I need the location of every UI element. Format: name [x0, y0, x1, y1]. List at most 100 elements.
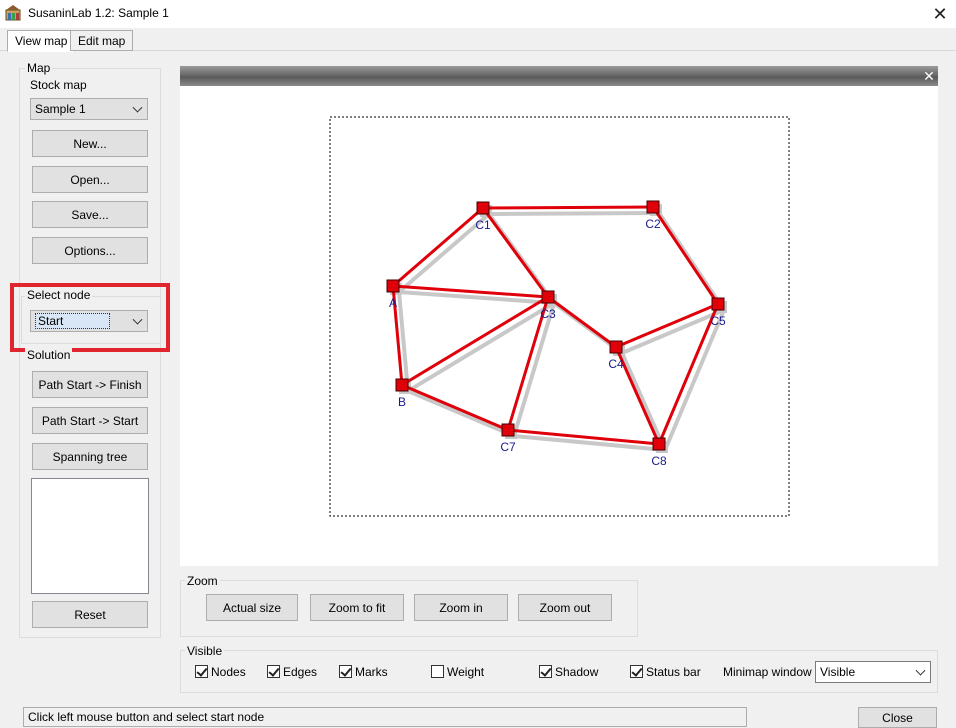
- node-label-C3: C3: [540, 307, 556, 321]
- node-C5[interactable]: [711, 297, 725, 311]
- visible-group: [180, 650, 938, 693]
- zoom-to-fit-button[interactable]: Zoom to fit: [310, 594, 404, 621]
- shadow-checkbox[interactable]: [539, 665, 552, 678]
- select-node-label: Select node: [25, 288, 93, 302]
- edge-shadow-C3-C7: [512, 302, 556, 437]
- tab-strip-line: [0, 50, 956, 51]
- node-label-C4: C4: [608, 357, 624, 371]
- select-node-combo[interactable]: Start: [30, 310, 148, 332]
- map-header-bar: [180, 66, 938, 86]
- zoom-out-button[interactable]: Zoom out: [518, 594, 612, 621]
- edge-C4-C5[interactable]: [615, 302, 719, 349]
- visible-group-label: Visible: [185, 644, 225, 658]
- path-start-finish-button[interactable]: Path Start -> Finish: [32, 371, 148, 398]
- window-title: SusaninLab 1.2: Sample 1: [28, 6, 169, 20]
- map-group-label: Map: [25, 61, 53, 75]
- edge-B-C3[interactable]: [401, 295, 549, 387]
- title-bar: [0, 0, 956, 28]
- actual-size-button[interactable]: Actual size: [206, 594, 298, 621]
- minimap-label: Minimap window: [723, 665, 812, 679]
- close-button[interactable]: Close: [858, 707, 937, 728]
- new-button[interactable]: New...: [32, 130, 148, 157]
- node-A[interactable]: [386, 279, 400, 293]
- status-bar-checkbox[interactable]: [630, 665, 643, 678]
- path-start-start-button[interactable]: Path Start -> Start: [32, 407, 148, 434]
- app-icon: [5, 5, 21, 21]
- nodes-checkbox[interactable]: [195, 665, 208, 678]
- edge-shadow-C4-C8: [620, 352, 667, 451]
- edge-shadow-C1-C2: [488, 211, 660, 216]
- edge-A-B[interactable]: [391, 285, 404, 386]
- edge-C7-C8[interactable]: [507, 428, 660, 446]
- edge-C1-C3[interactable]: [481, 207, 550, 298]
- edge-A-C3[interactable]: [392, 284, 549, 299]
- nodes-label: Nodes: [211, 665, 246, 679]
- node-label-C7: C7: [500, 440, 516, 454]
- status-bar-label: Status bar: [646, 665, 701, 679]
- minimap-select[interactable]: Visible: [815, 661, 931, 683]
- tab-edit-map[interactable]: Edit map: [70, 30, 134, 51]
- solution-label: Solution: [25, 348, 73, 362]
- tab-view-map[interactable]: View map: [7, 30, 76, 52]
- reset-button[interactable]: Reset: [32, 601, 148, 628]
- chevron-down-icon: [132, 102, 143, 113]
- edge-shadow-C1-A: [397, 212, 491, 294]
- edge-shadow-A-B: [397, 291, 410, 392]
- edge-C1-C2[interactable]: [482, 205, 654, 210]
- options-button[interactable]: Options...: [32, 237, 148, 264]
- node-C7[interactable]: [501, 423, 515, 437]
- zoom-group-label: Zoom: [185, 574, 220, 588]
- select-node-highlight: [10, 283, 170, 352]
- zoom-group: [180, 580, 638, 637]
- edge-shadow-C5-C8: [663, 309, 726, 451]
- node-label-C5: C5: [710, 314, 726, 328]
- solution-listbox[interactable]: [31, 478, 149, 594]
- edge-C3-C4[interactable]: [547, 295, 617, 349]
- node-label-C2: C2: [645, 217, 661, 231]
- edges-checkbox[interactable]: [267, 665, 280, 678]
- edge-C5-C8[interactable]: [657, 303, 720, 445]
- graph-view[interactable]: C1 C2 A C3 C5 C4 B C7 C8: [180, 86, 938, 566]
- shadow-label: Shadow: [555, 665, 599, 679]
- node-label-B: B: [398, 395, 406, 409]
- stock-map-select[interactable]: Sample 1: [30, 98, 148, 120]
- minimap-value: Visible: [820, 665, 856, 679]
- edge-C4-C8[interactable]: [614, 346, 661, 445]
- edge-shadow-C2-C5: [657, 211, 726, 312]
- marks-label: Marks: [355, 665, 388, 679]
- edge-shadow-B-C7: [407, 389, 515, 438]
- save-button[interactable]: Save...: [32, 201, 148, 228]
- zoom-in-button[interactable]: Zoom in: [414, 594, 508, 621]
- chevron-down-icon: [915, 665, 926, 676]
- marks-checkbox[interactable]: [339, 665, 352, 678]
- open-button[interactable]: Open...: [32, 166, 148, 193]
- edge-C2-C5[interactable]: [651, 206, 720, 305]
- close-icon[interactable]: ✕: [923, 68, 935, 84]
- chevron-down-icon: [132, 314, 143, 325]
- edge-shadow-A-C3: [398, 290, 555, 305]
- map-canvas[interactable]: C1 C2 A C3 C5 C4 B C7 C8: [180, 86, 938, 566]
- edge-shadow-C4-C5: [621, 308, 725, 355]
- node-label-A: A: [389, 296, 397, 310]
- node-C1[interactable]: [476, 201, 490, 215]
- node-C8[interactable]: [652, 437, 666, 451]
- edge-shadow-B-C3: [406, 301, 556, 393]
- node-C3[interactable]: [541, 290, 555, 304]
- weight-checkbox[interactable]: [431, 665, 444, 678]
- node-label-C1: C1: [475, 218, 491, 232]
- edge-C1-A[interactable]: [392, 206, 484, 288]
- node-C2[interactable]: [646, 200, 660, 214]
- edge-B-C7[interactable]: [401, 383, 509, 432]
- window-close-button[interactable]: ✕: [932, 4, 948, 24]
- select-node-value: Start: [35, 313, 111, 329]
- edges-label: Edges: [283, 665, 318, 679]
- spanning-tree-button[interactable]: Spanning tree: [32, 443, 148, 470]
- status-text: Click left mouse button and select start…: [23, 707, 747, 727]
- edge-C3-C7[interactable]: [506, 296, 550, 431]
- map-bounds-frame: [329, 116, 790, 517]
- stock-map-label: Stock map: [30, 78, 87, 92]
- node-label-C8: C8: [651, 454, 667, 468]
- node-B[interactable]: [395, 378, 409, 392]
- node-C4[interactable]: [609, 340, 623, 354]
- weight-label: Weight: [447, 665, 485, 679]
